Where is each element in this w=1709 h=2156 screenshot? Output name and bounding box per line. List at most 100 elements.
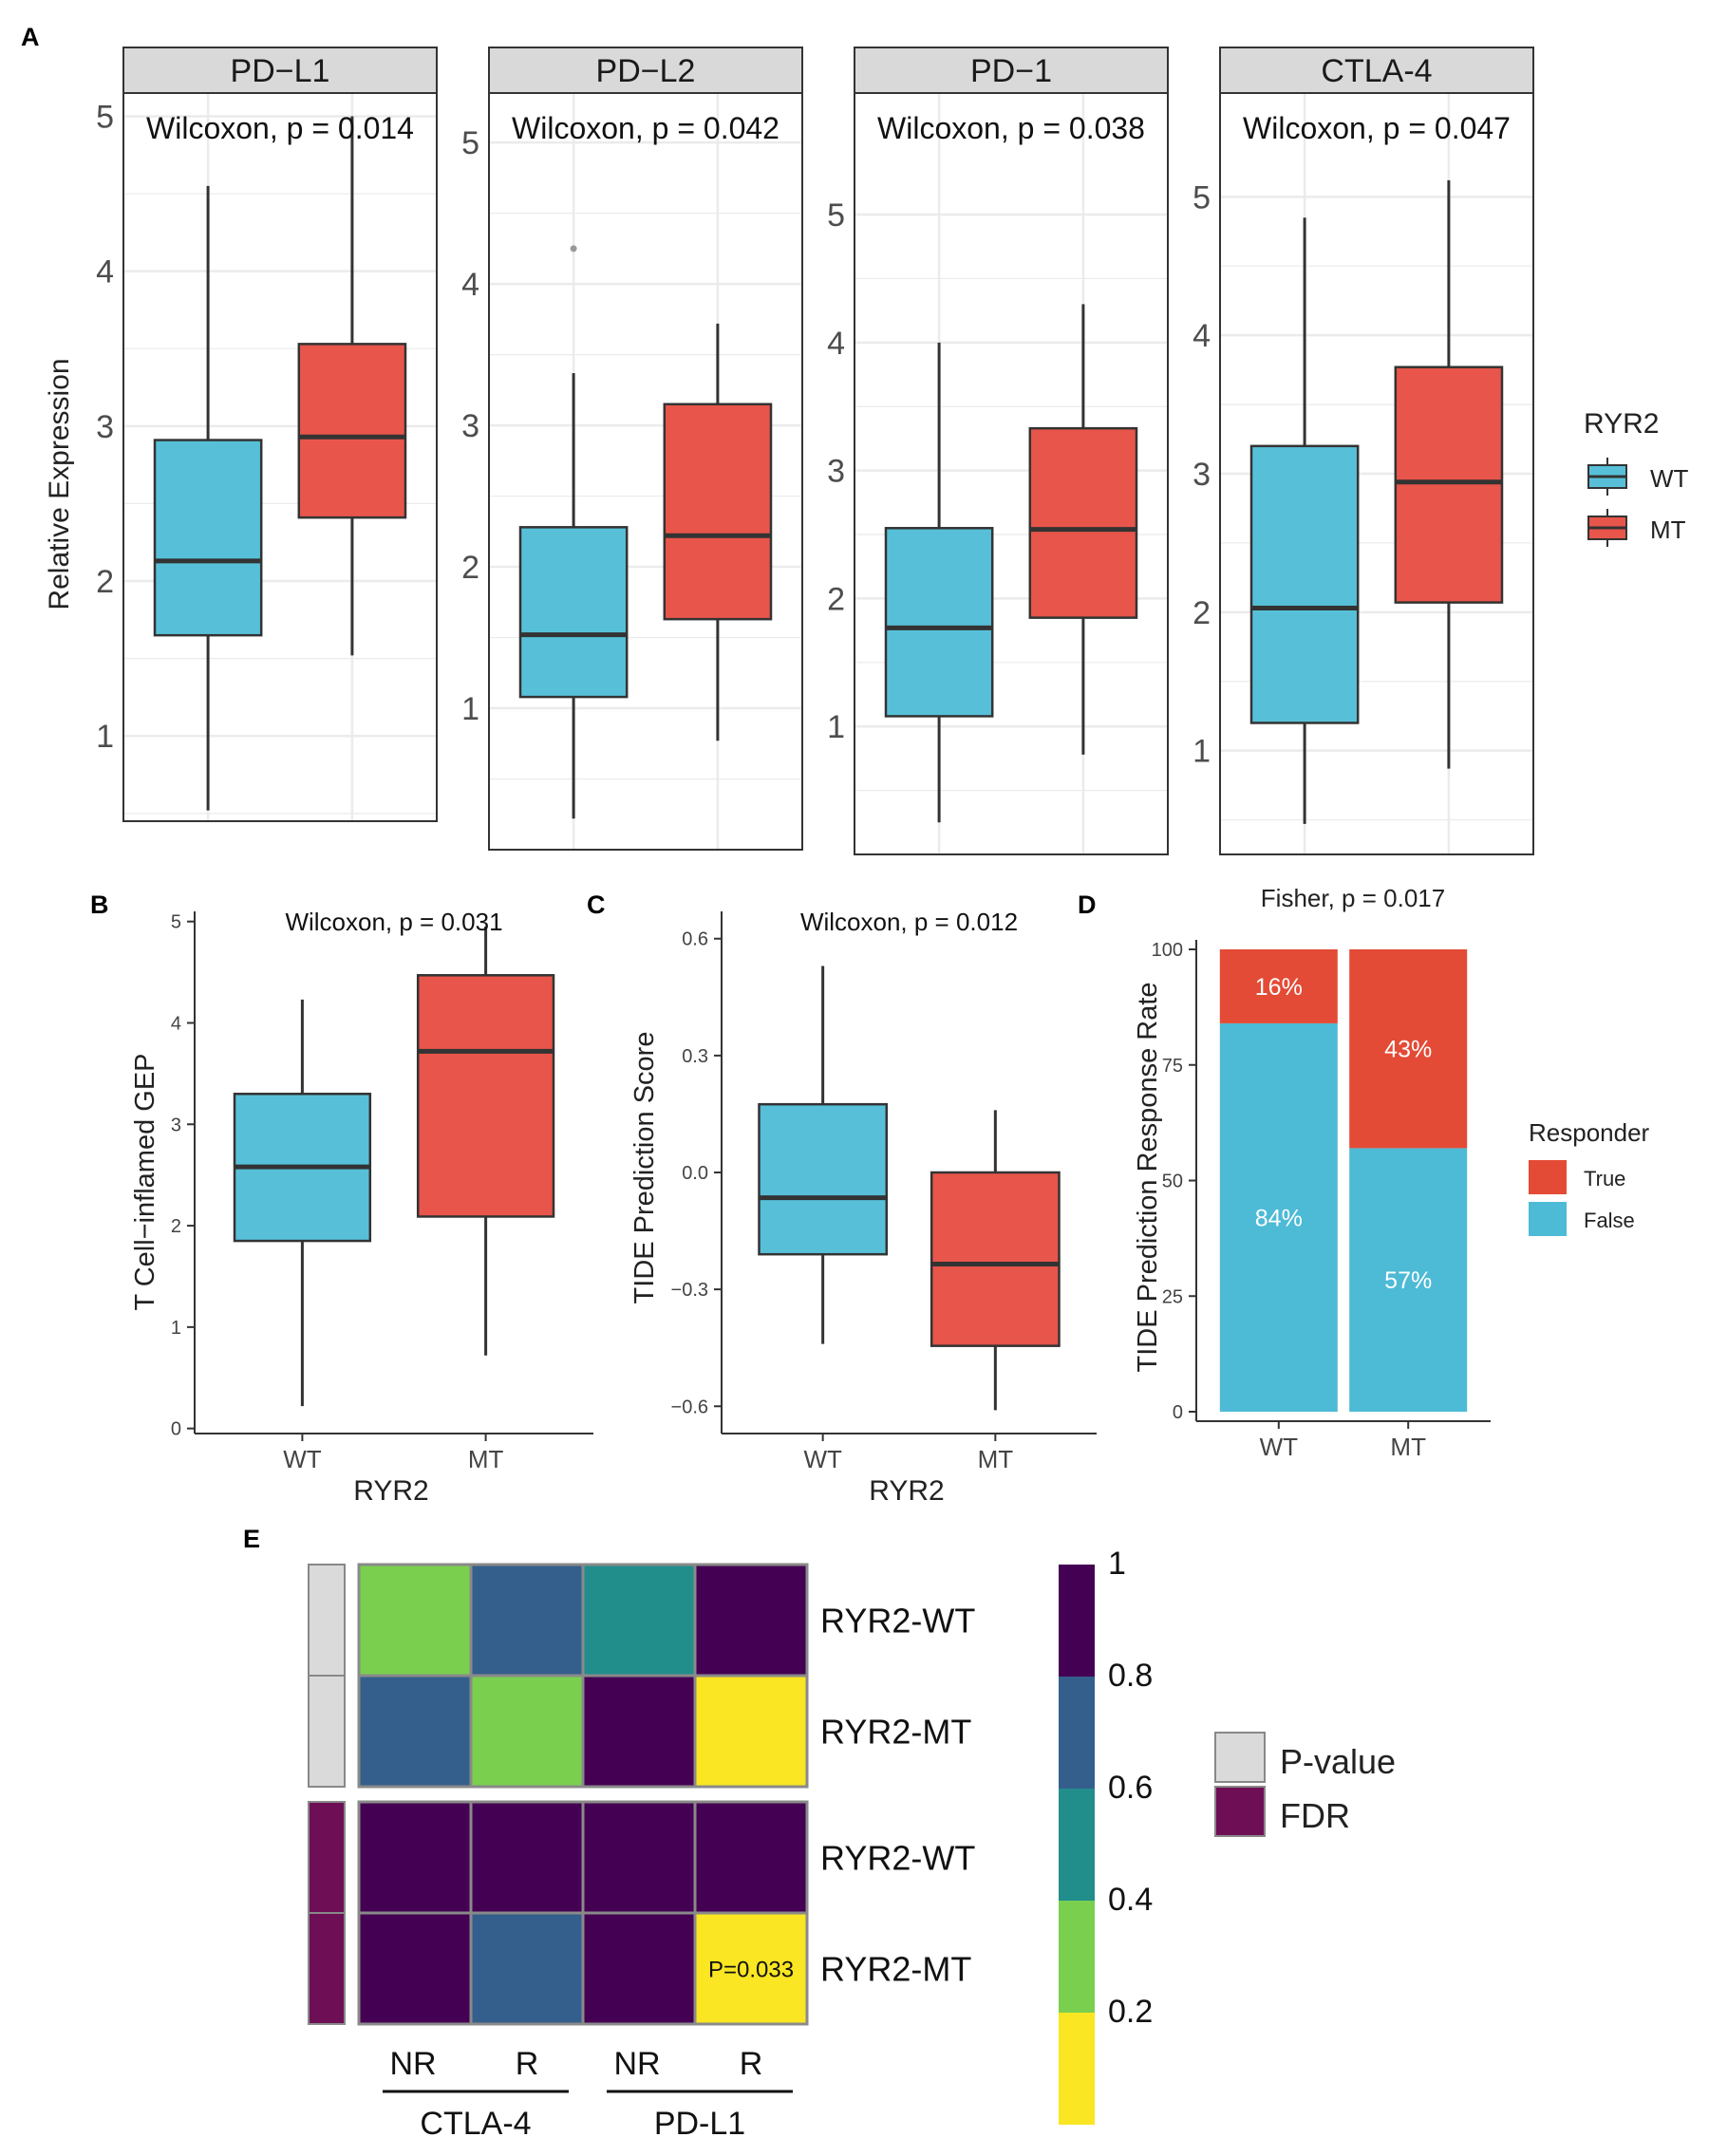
panel-label-c: C: [587, 891, 606, 919]
y-tick-label: 3: [461, 408, 479, 444]
bar-false-wt: [1219, 1022, 1338, 1412]
legend-wt-label: WT: [1650, 464, 1689, 493]
y-tick-label: 3: [1193, 457, 1211, 493]
panel-b-plot: 0 1 2 3 4 5 WT MT Wilcoxon, p = 0.031: [171, 908, 593, 1473]
legend-fdr-swatch: [1214, 1786, 1266, 1837]
legend-responder: Responder True False: [1529, 1118, 1650, 1236]
legend-false-label: False: [1584, 1209, 1635, 1232]
box-mt: [297, 343, 407, 519]
row-label: RYR2-MT: [820, 1950, 971, 1989]
y-tick-label: 5: [461, 125, 479, 161]
bar-true-wt: [1219, 949, 1338, 1023]
heatmap-cell: [581, 1563, 697, 1678]
facet-title: PD−L1: [231, 53, 330, 89]
row-label: RYR2-WT: [820, 1839, 975, 1878]
y-tick-label: 4: [461, 267, 479, 303]
panel-d-title: Fisher, p = 0.017: [1261, 884, 1445, 912]
y-tick-label: 0: [171, 1419, 181, 1440]
y-tick-label: 3: [171, 1115, 181, 1135]
ylabel-t-cell-gep: T Cell−inflamed GEP: [130, 1053, 160, 1310]
heatmap-cell: [693, 1563, 809, 1678]
panel-c-xlabel: RYR2: [869, 1475, 944, 1507]
stat-title: Wilcoxon, p = 0.047: [1243, 111, 1511, 145]
panel-label-d: D: [1078, 891, 1097, 919]
heatmap-cell: [357, 1800, 473, 1915]
column-label: NR: [613, 2046, 660, 2082]
box-mt: [930, 1171, 1061, 1347]
panel-c-plot: −0.6 −0.3 0.0 0.3 0.6 WT MT Wilcoxon, p = 0.012: [671, 908, 1097, 1473]
legend-true-label: True: [1584, 1167, 1625, 1190]
heatmap-cell: [469, 1800, 585, 1915]
colorbar-tick-label: 0.4: [1108, 1882, 1153, 1918]
x-tick-label: MT: [1390, 1433, 1426, 1461]
legend-pvalue-label: P-value: [1280, 1742, 1396, 1781]
box-mt: [1028, 426, 1138, 619]
panel-border: [854, 92, 1169, 855]
facet-ctla-4: CTLA-4 1 2 3 4 5 Wilcoxon, p = 0.047: [1193, 47, 1534, 855]
facet-pd-1: PD−1 1 2 3 4 5 Wilcoxon, p = 0.038: [827, 47, 1169, 855]
y-tick-label: 2: [827, 581, 845, 617]
heatmap-cell: [581, 1800, 697, 1915]
stat-title: Wilcoxon, p = 0.012: [800, 908, 1018, 936]
ylabel-tide-score: TIDE Prediction Score: [629, 1032, 660, 1304]
legend-true-swatch: [1529, 1160, 1567, 1194]
y-tick-label: 3: [827, 454, 845, 490]
heatmap-cell: [581, 1674, 697, 1789]
stat-title: Wilcoxon, p = 0.038: [877, 111, 1145, 145]
facet-strip: [488, 47, 803, 94]
legend-mt-label: MT: [1650, 516, 1686, 544]
box-wt: [758, 1102, 889, 1256]
panel-d-plot: 0 25 50 75 100 84% 16% WT 57% 43% MT: [1152, 940, 1491, 1461]
facet-title: CTLA-4: [1321, 53, 1432, 89]
row-label: RYR2-MT: [820, 1713, 971, 1752]
column-label: NR: [389, 2046, 436, 2082]
x-tick-label: WT: [1260, 1433, 1299, 1461]
facet-title: PD−L2: [596, 53, 696, 89]
y-tick-label: −0.6: [671, 1397, 708, 1417]
heatmap-cell: [581, 1911, 697, 2026]
bar-true-mt: [1349, 949, 1468, 1149]
box-wt: [1249, 444, 1360, 724]
colorbar-segment: [1059, 1789, 1095, 1901]
column-label: R: [516, 2046, 539, 2082]
heatmap-cell: [693, 1911, 809, 2026]
legend-ryr2-title: RYR2: [1584, 408, 1659, 440]
facet-title: PD−1: [970, 53, 1052, 89]
heatmap-cell: [469, 1674, 585, 1789]
row-annotation: [308, 1801, 346, 1914]
colorbar-segment: [1059, 1901, 1095, 2013]
y-tick-label: 3: [96, 409, 114, 445]
bar-label-false: 57%: [1384, 1267, 1432, 1294]
heatmap-cell: [357, 1911, 473, 2026]
y-tick-label: 5: [1193, 179, 1211, 216]
y-tick-label: 1: [96, 719, 114, 755]
legend-false-swatch: [1529, 1202, 1567, 1236]
y-tick-label: 2: [96, 564, 114, 600]
colorbar-segment: [1059, 1565, 1095, 1677]
y-tick-label: 100: [1152, 940, 1183, 961]
panel-label-a: A: [21, 23, 40, 51]
box-mt: [1394, 366, 1504, 604]
stat-title: Wilcoxon, p = 0.042: [512, 111, 779, 145]
row-annotation: [308, 1912, 346, 2025]
row-annotation: [308, 1564, 346, 1677]
stat-title: Wilcoxon, p = 0.031: [285, 908, 502, 936]
facet-pd-l1: PD−L1 1 2 3 4 5 Wilcoxon, p = 0.014: [96, 47, 438, 822]
y-tick-label: 4: [96, 254, 114, 291]
x-tick-label: WT: [803, 1445, 842, 1473]
bar-label-false: 84%: [1255, 1205, 1303, 1231]
legend-pvalue-fdr: P-value FDR: [1214, 1732, 1396, 1837]
box-mt: [663, 403, 773, 621]
colorbar-tick-label: 0.6: [1108, 1770, 1153, 1806]
y-tick-label: 25: [1162, 1286, 1183, 1307]
facet-pd-l2: PD−L2 1 2 3 4 5 Wilcoxon, p = 0.042: [461, 47, 803, 851]
y-tick-label: 2: [1193, 595, 1211, 631]
y-tick-label: 5: [827, 197, 845, 234]
panel-e-colorbar: 1 0.8 0.6 0.4 0.2: [1059, 1546, 1153, 2125]
colorbar-tick-label: 0.2: [1108, 1994, 1153, 2030]
group-label: PD-L1: [654, 2106, 745, 2142]
box-mt: [416, 974, 555, 1218]
y-tick-label: 4: [827, 326, 845, 362]
bar-label-true: 43%: [1384, 1037, 1432, 1063]
ylabel-tide-response: TIDE Prediction Response Rate: [1133, 982, 1163, 1372]
